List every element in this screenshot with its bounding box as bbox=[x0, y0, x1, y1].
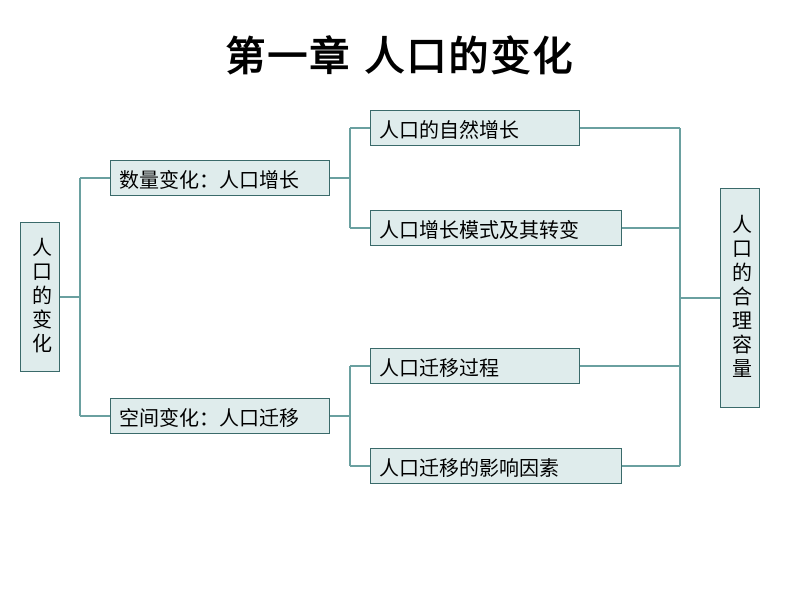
diagram-title: 第一章 人口的变化 bbox=[0, 0, 800, 82]
node-branch-quantity: 数量变化：人口增长 bbox=[110, 160, 330, 196]
node-root: 人口的变化 bbox=[20, 222, 60, 372]
node-leaf-growth-pattern: 人口增长模式及其转变 bbox=[370, 210, 622, 246]
node-leaf-natural-growth: 人口的自然增长 bbox=[370, 110, 580, 146]
connector-lines bbox=[0, 0, 800, 600]
node-capacity: 人口的合理容量 bbox=[720, 188, 760, 408]
node-branch-space: 空间变化：人口迁移 bbox=[110, 398, 330, 434]
node-leaf-migration-factors: 人口迁移的影响因素 bbox=[370, 448, 622, 484]
node-leaf-migration-process: 人口迁移过程 bbox=[370, 348, 580, 384]
